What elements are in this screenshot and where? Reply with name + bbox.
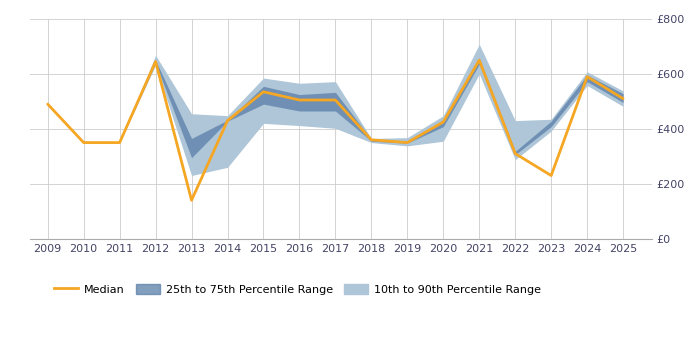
Legend: Median, 25th to 75th Percentile Range, 10th to 90th Percentile Range: Median, 25th to 75th Percentile Range, 1… bbox=[49, 279, 545, 299]
